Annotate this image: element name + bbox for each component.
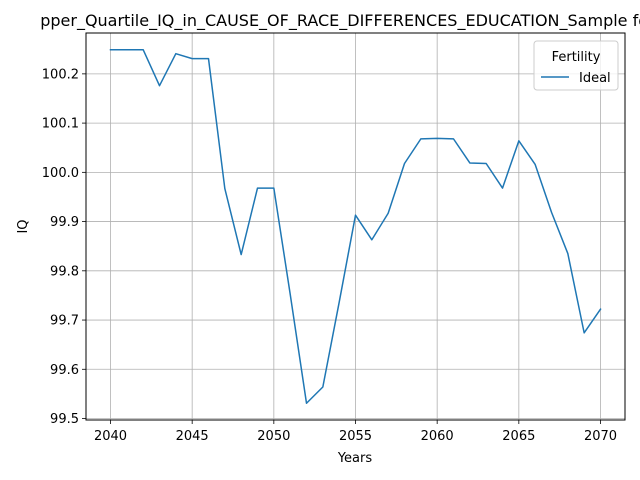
y-tick-label: 99.5 — [50, 412, 79, 427]
y-tick-label: 99.7 — [50, 314, 79, 329]
legend-label-ideal: Ideal — [579, 71, 611, 86]
y-axis: 99.5 99.6 99.7 99.8 99.9 100.0 100.1 100.2 — [42, 67, 86, 427]
y-tick-label: 100.2 — [42, 67, 79, 82]
x-tick-label: 2070 — [584, 429, 617, 444]
x-tick-label: 2045 — [176, 429, 209, 444]
series-line-ideal — [109, 48, 602, 405]
y-tick-label: 99.9 — [50, 215, 79, 230]
y-tick-label: 100.0 — [42, 166, 79, 181]
x-tick-label: 2050 — [257, 429, 290, 444]
x-tick-label: 2065 — [502, 429, 535, 444]
x-tick-label: 2060 — [421, 429, 454, 444]
x-tick-label: 2040 — [94, 429, 127, 444]
grid-lines — [86, 33, 625, 420]
y-tick-label: 99.6 — [50, 363, 79, 378]
y-tick-label: 100.1 — [42, 117, 79, 132]
x-tick-label: 2055 — [339, 429, 372, 444]
legend: Fertility Ideal — [533, 40, 619, 91]
chart-title: pper_Quartile_IQ_in_CAUSE_OF_RACE_DIFFER… — [40, 11, 640, 31]
x-axis-label: Years — [337, 451, 373, 466]
x-axis: 2040 2045 2050 2055 2060 2065 2070 — [94, 420, 617, 444]
legend-title: Fertility — [552, 50, 601, 65]
series-layer — [109, 48, 602, 405]
y-tick-label: 99.8 — [50, 264, 79, 279]
y-axis-label: IQ — [16, 219, 31, 233]
